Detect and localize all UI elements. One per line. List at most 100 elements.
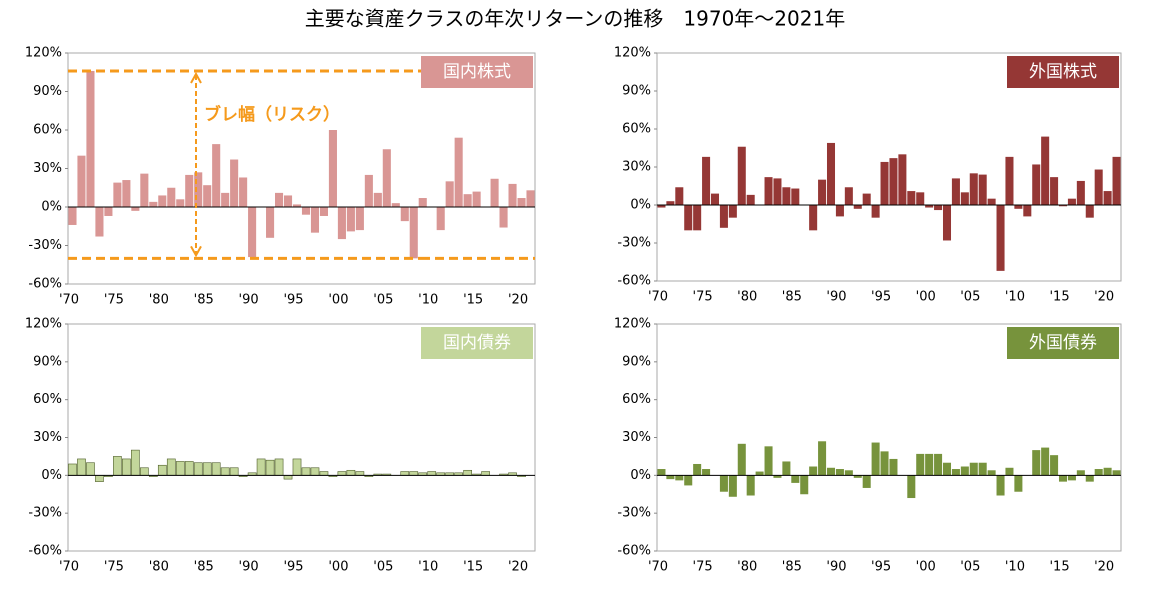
bar — [1032, 450, 1041, 476]
x-tick-label: '00 — [916, 560, 936, 575]
bar — [526, 190, 535, 207]
x-tick-label: '15 — [463, 560, 483, 575]
bar — [737, 146, 746, 205]
x-tick-label: '15 — [1049, 290, 1069, 305]
bar — [1112, 470, 1121, 476]
x-tick-label: '20 — [1094, 290, 1114, 305]
bar — [319, 471, 329, 476]
bar — [283, 475, 293, 480]
bar — [310, 467, 320, 476]
bar — [942, 462, 952, 476]
bar — [844, 187, 853, 205]
bar — [862, 475, 871, 488]
bar — [400, 207, 409, 222]
bar — [95, 207, 104, 237]
bar — [1112, 156, 1121, 205]
x-tick-label: '90 — [239, 293, 259, 308]
bar — [104, 207, 113, 216]
x-tick-label: '70 — [59, 560, 79, 575]
bar — [969, 462, 978, 476]
bar — [275, 192, 284, 207]
x-tick-label: '80 — [737, 560, 757, 575]
bar — [122, 180, 131, 207]
series-label: 国内株式 — [443, 62, 511, 82]
bar — [755, 471, 764, 476]
x-tick-label: '00 — [916, 290, 936, 305]
bar — [274, 458, 284, 476]
bar — [86, 70, 95, 207]
bar — [167, 187, 176, 207]
x-tick-label: '75 — [693, 290, 713, 305]
bar — [728, 475, 737, 497]
x-tick-label: '85 — [782, 560, 802, 575]
bar — [95, 475, 104, 482]
x-tick-label: '95 — [283, 293, 303, 308]
bar — [1050, 455, 1059, 476]
bar — [898, 154, 907, 205]
bar — [436, 207, 445, 231]
bar — [916, 453, 925, 476]
series-label: 国内債券 — [443, 333, 511, 353]
y-tick-label: 120% — [25, 317, 62, 332]
y-tick-label: 0% — [41, 468, 62, 483]
bar — [666, 201, 675, 205]
bar — [68, 207, 77, 225]
y-tick-label: 120% — [614, 46, 651, 61]
bar — [987, 198, 996, 205]
x-tick-label: '15 — [463, 293, 483, 308]
x-tick-label: '20 — [508, 560, 528, 575]
bar — [427, 471, 437, 476]
bar — [230, 159, 239, 207]
y-tick-label: 90% — [622, 84, 651, 99]
bar — [149, 201, 158, 207]
x-tick-label: '20 — [1094, 560, 1114, 575]
bar — [942, 205, 952, 241]
bar — [880, 161, 889, 205]
x-tick-label: '15 — [1049, 560, 1069, 575]
bar — [301, 467, 311, 476]
y-tick-label: 90% — [33, 84, 62, 99]
x-tick-label: '90 — [826, 290, 846, 305]
y-tick-label: 60% — [33, 123, 62, 138]
bar — [782, 461, 791, 476]
x-tick-label: '05 — [373, 293, 393, 308]
bar — [292, 204, 302, 207]
y-tick-label: -60% — [28, 277, 62, 292]
y-tick-label: 60% — [622, 122, 651, 137]
bar — [185, 174, 194, 207]
bar — [684, 475, 693, 486]
bar — [77, 155, 86, 207]
bar — [328, 130, 337, 207]
label-box — [1007, 327, 1119, 359]
x-tick-label: '85 — [782, 290, 802, 305]
x-tick-label: '95 — [871, 290, 891, 305]
bar — [68, 463, 77, 476]
bar — [266, 207, 275, 238]
bar — [871, 205, 880, 218]
bar — [122, 458, 131, 476]
bar — [1094, 169, 1103, 205]
bar — [463, 469, 472, 476]
bar — [517, 198, 526, 207]
bar — [862, 193, 871, 205]
y-tick-label: 60% — [622, 392, 651, 407]
y-tick-label: 0% — [630, 468, 651, 483]
bar — [702, 156, 711, 205]
x-tick-label: '80 — [149, 560, 169, 575]
bar — [131, 207, 140, 211]
bar — [737, 443, 746, 476]
x-tick-label: '10 — [418, 560, 438, 575]
bar — [490, 178, 499, 207]
bar — [175, 461, 185, 476]
bar — [951, 178, 960, 205]
bar — [1014, 205, 1023, 209]
bar — [934, 205, 943, 211]
bar — [355, 207, 364, 231]
bar — [889, 158, 898, 205]
bar — [1032, 164, 1041, 205]
bar — [140, 173, 149, 207]
bar — [764, 177, 773, 205]
x-tick-label: '75 — [104, 560, 124, 575]
y-tick-label: -30% — [28, 506, 62, 521]
